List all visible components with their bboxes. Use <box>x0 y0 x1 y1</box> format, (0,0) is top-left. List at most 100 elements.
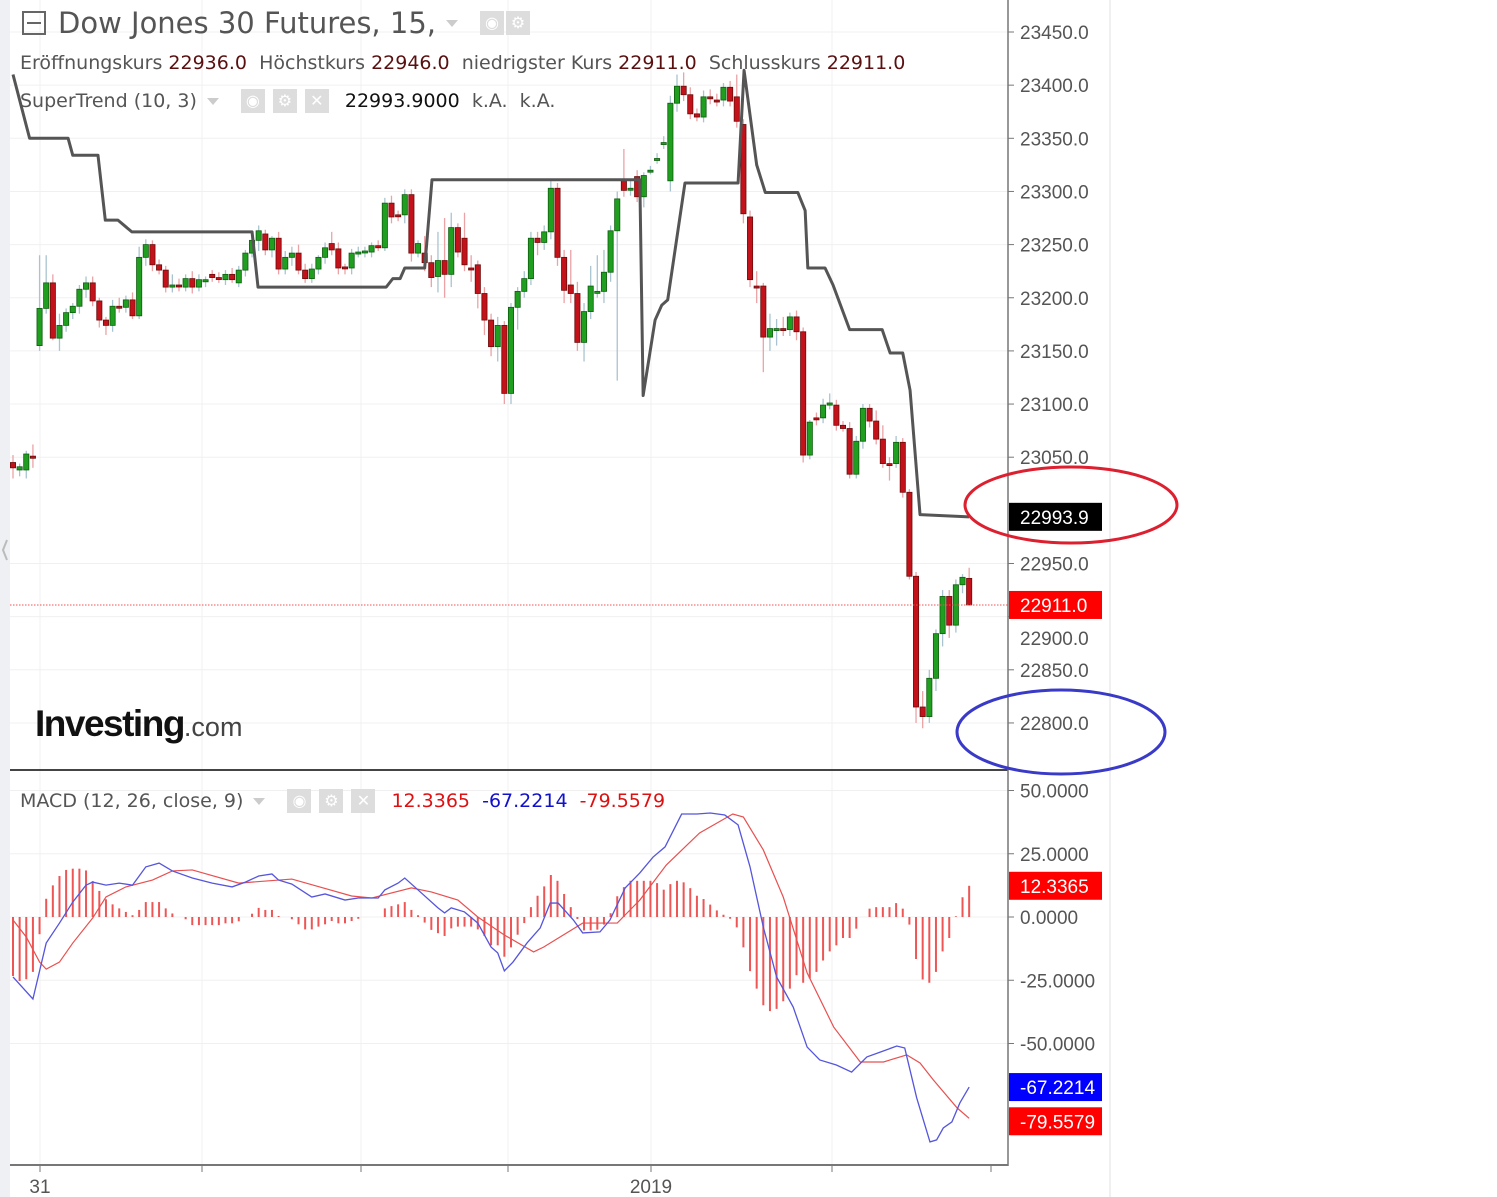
candle-up <box>368 245 375 253</box>
candle-down <box>468 267 475 271</box>
candle-down <box>747 216 754 281</box>
candle-down <box>966 577 973 606</box>
chevron-down-icon[interactable] <box>253 797 266 805</box>
candle-down <box>793 316 800 333</box>
price-tick-label: 22850.0 <box>1020 661 1089 682</box>
gear-icon[interactable]: ⚙ <box>272 89 297 113</box>
gear-icon[interactable]: ⚙ <box>319 789 344 813</box>
supertrend-price-label-box <box>1009 502 1102 531</box>
candle-down <box>780 328 787 331</box>
candle-down <box>707 96 714 100</box>
candle-up <box>434 260 441 277</box>
macd-tick-label: -50.0000 <box>1020 1035 1095 1056</box>
candle-up <box>654 158 661 161</box>
candle-down <box>554 187 561 258</box>
axes[interactable]: 31 2019 23450.0 23400.0 23350.0 23300.0 23250.… <box>29 23 1095 1197</box>
candle-down <box>388 202 395 218</box>
candle-up <box>720 86 727 101</box>
close-value: 22911.0 <box>826 52 906 74</box>
supertrend-name[interactable]: SuperTrend (10, 3) <box>20 90 197 112</box>
collapse-icon[interactable] <box>22 11 46 35</box>
macd-signal-line <box>12 813 970 1119</box>
candle-down <box>946 596 953 626</box>
price-pane[interactable] <box>9 68 1008 729</box>
candle-up <box>806 421 813 456</box>
candle-up <box>587 285 594 312</box>
gear-icon[interactable]: ⚙ <box>506 11 530 35</box>
candle-up <box>893 441 900 464</box>
candle-down <box>29 455 36 459</box>
candle-up <box>700 96 707 118</box>
chart-title-row: Dow Jones 30 Futures, 15, ◉ ⚙ <box>20 6 538 40</box>
candle-down <box>760 285 767 338</box>
candle-down <box>96 300 103 321</box>
price-tick-label: 22900.0 <box>1020 629 1089 650</box>
candle-up <box>142 244 149 258</box>
macd-hist-value: 12.3365 <box>391 790 471 812</box>
eye-icon[interactable]: ◉ <box>240 89 265 113</box>
candle-down <box>262 233 269 251</box>
candle-down <box>713 99 720 103</box>
candle-up <box>268 237 275 251</box>
eye-icon[interactable]: ◉ <box>287 789 312 813</box>
candle-down <box>481 293 488 321</box>
macd-pane[interactable] <box>12 812 971 1143</box>
candle-up <box>169 284 176 288</box>
candle-up <box>322 247 329 258</box>
macd-line-label: -67.2214 <box>1020 1078 1095 1099</box>
candle-down <box>488 319 495 348</box>
price-tick-label: 23150.0 <box>1020 342 1089 363</box>
candle-down <box>800 331 807 456</box>
investing-logo: Investing.com <box>35 703 242 745</box>
candle-up <box>315 256 322 270</box>
macd-line-label-box <box>1009 1073 1102 1102</box>
candle-up <box>786 316 793 331</box>
chevron-down-icon[interactable] <box>446 19 458 27</box>
candle-down <box>89 282 96 302</box>
scroll-left-icon[interactable] <box>1 539 8 561</box>
candle-up <box>614 198 621 232</box>
candle-down <box>913 575 920 708</box>
low-label: niedrigster Kurs <box>461 52 613 74</box>
candle-up <box>16 466 23 471</box>
candle-up <box>859 407 866 442</box>
candle-up <box>222 273 229 281</box>
macd-line <box>12 812 970 1143</box>
price-tick-label: 22800.0 <box>1020 714 1089 735</box>
left-scroll-strip[interactable] <box>0 0 10 1197</box>
candle-down <box>209 273 216 278</box>
candle-up <box>826 402 833 406</box>
candle-down <box>899 441 906 493</box>
candle-up <box>242 252 249 271</box>
candle-down <box>175 284 182 288</box>
candle-down <box>461 237 468 266</box>
candle-down <box>919 706 926 717</box>
candle-up <box>674 85 681 104</box>
candle-down <box>561 256 568 291</box>
chevron-down-icon[interactable] <box>206 97 219 105</box>
macd-signal-value: -79.5579 <box>579 790 666 812</box>
candle-up <box>627 187 634 191</box>
macd-hist-label: 12.3365 <box>1020 877 1089 898</box>
annotation-red-ellipse <box>963 465 1179 545</box>
candle-down <box>395 214 402 218</box>
candle-down <box>229 273 236 281</box>
candle-down <box>428 262 435 278</box>
candle-up <box>136 256 143 317</box>
close-icon[interactable]: ✕ <box>351 789 376 813</box>
candle-down <box>501 324 508 394</box>
candle-down <box>753 285 760 289</box>
eye-icon[interactable]: ◉ <box>480 11 504 35</box>
candle-up <box>56 324 63 339</box>
candle-down <box>302 269 309 280</box>
candle-down <box>879 438 886 464</box>
close-icon[interactable]: ✕ <box>304 89 329 113</box>
macd-name[interactable]: MACD (12, 26, close, 9) <box>20 790 244 812</box>
candle-up <box>959 576 966 586</box>
candle-up <box>547 187 554 233</box>
candle-up <box>521 278 528 292</box>
candle-down <box>441 260 448 275</box>
candle-down <box>574 293 581 343</box>
candle-up <box>63 312 70 326</box>
